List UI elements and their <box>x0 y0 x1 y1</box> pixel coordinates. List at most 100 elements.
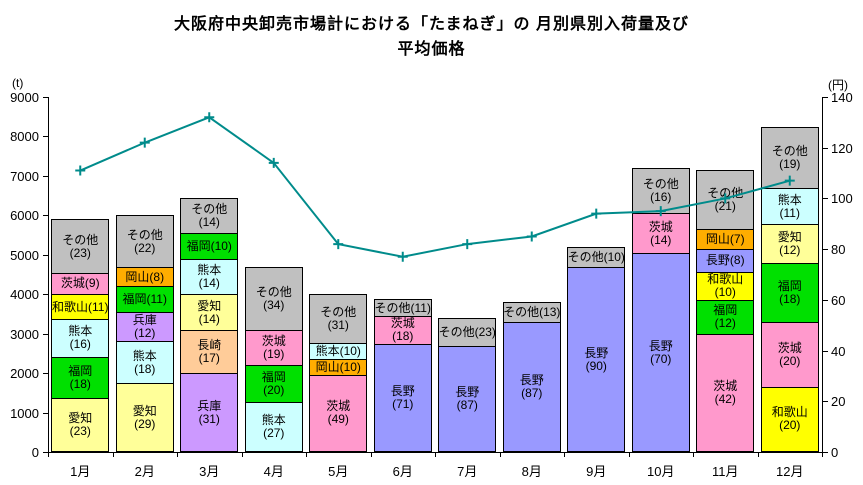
price-point-marker <box>268 157 279 168</box>
bar-segment-label: (12) <box>714 316 736 331</box>
left-axis-line <box>48 97 49 452</box>
x-axis-tick <box>629 453 630 457</box>
bar-segment-label: (29) <box>134 416 156 431</box>
stacked-bar-9月: 長野 (90) その他(10) <box>567 246 626 452</box>
bar-segment-label: (27) <box>263 425 285 440</box>
x-axis-category-label: 3月 <box>199 464 220 479</box>
bar-segment-長野: 長野(8) <box>696 248 755 272</box>
right-axis-line <box>822 97 823 452</box>
right-axis-tick <box>823 452 828 453</box>
bar-segment-label: (16) <box>69 337 91 352</box>
bar-segment-label: (18) <box>392 329 414 344</box>
x-axis-category-label: 11月 <box>712 464 739 479</box>
bar-segment-愛知: 愛知 (14) <box>180 294 239 330</box>
price-point-marker <box>75 165 86 176</box>
left-axis-tick-label: 7000 <box>10 168 39 184</box>
stacked-bar-4月: 熊本 (27) 福岡 (20) 茨城 (19) その他 (34) <box>244 266 303 452</box>
right-axis-tick-label: 40 <box>831 343 846 359</box>
x-axis-category-label: 12月 <box>776 464 804 479</box>
bar-segment-label: (34) <box>263 297 285 312</box>
bar-segment-熊本: 熊本 (16) <box>51 319 110 357</box>
bar-segment-label: 和歌山(11) <box>52 299 109 314</box>
bar-segment-label: 長野 <box>455 384 480 399</box>
bar-segment-label: 福岡(11) <box>122 292 167 307</box>
chart-title: 大阪府中央卸売市場計における「たまねぎ」の 月別県別入荷量及び 平均価格 <box>0 12 863 62</box>
bar-segment-愛知: 愛知 (29) <box>115 383 174 452</box>
bar-segment-label: (16) <box>650 190 672 205</box>
bar-segment-label: 熊本 <box>68 324 93 339</box>
left-axis-tick <box>43 294 48 296</box>
price-point-marker <box>397 251 408 262</box>
bar-segment-その他: その他 (21) <box>696 169 755 230</box>
bar-segment-その他: その他 (34) <box>244 266 303 330</box>
x-axis-category-label: 10月 <box>647 464 675 479</box>
x-axis-tick <box>113 453 114 457</box>
bar-segment-その他: その他(13) <box>502 302 561 322</box>
bar-segment-その他: その他(11) <box>373 299 432 317</box>
bar-segment-その他: その他 (22) <box>115 215 174 268</box>
left-axis-tick <box>43 254 48 256</box>
bar-segment-兵庫: 兵庫 (12) <box>115 312 174 341</box>
stacked-bar-12月: 和歌山 (20) 茨城 (20) 福岡 (18) 愛知 (12) 熊本 (11) その他 (19) <box>760 126 819 452</box>
bar-segment-label: その他(23) <box>438 324 496 339</box>
left-axis-unit-label: (t) <box>12 76 24 90</box>
bar-segment-label: 長野 <box>648 338 673 353</box>
x-axis-tick <box>822 453 823 457</box>
bar-segment-和歌山: 和歌山 (20) <box>760 386 819 452</box>
price-point-marker <box>333 239 344 250</box>
price-point-marker <box>591 208 602 219</box>
bar-segment-label: 長崎 <box>197 338 222 352</box>
bar-segment-label: その他 <box>320 305 357 320</box>
bar-segment-茨城: 茨城 (20) <box>760 321 819 387</box>
right-axis-tick <box>823 401 828 403</box>
bar-segment-label: 岡山(10) <box>315 359 361 374</box>
bar-segment-label: (20) <box>779 353 801 368</box>
bar-segment-label: 愛知 <box>132 403 157 418</box>
bar-segment-label: 福岡 <box>68 364 93 379</box>
bar-segment-label: その他(11) <box>374 300 431 315</box>
bar-segment-label: (18) <box>69 377 91 392</box>
left-axis-tick-label: 9000 <box>10 90 39 105</box>
price-point-marker <box>526 231 537 242</box>
left-axis-tick <box>43 136 48 138</box>
bar-segment-label: (18) <box>134 361 156 376</box>
right-axis-tick <box>823 198 828 200</box>
bar-segment-label: (42) <box>714 391 736 406</box>
bar-segment-和歌山: 和歌山 (10) <box>696 271 755 300</box>
bar-segment-その他: その他(23) <box>438 317 497 346</box>
x-axis-category-label: 8月 <box>521 464 542 479</box>
bar-segment-長野: 長野 (87) <box>438 345 497 452</box>
price-point-marker <box>139 137 150 148</box>
bar-segment-label: (19) <box>779 156 801 171</box>
left-axis-tick <box>43 97 48 98</box>
bar-segment-label: (23) <box>69 245 91 260</box>
bar-segment-label: (14) <box>198 214 220 229</box>
bar-segment-福岡: 福岡 (18) <box>760 263 819 322</box>
bar-segment-その他: その他(23) <box>51 219 110 273</box>
bar-segment-熊本: 熊本 (27) <box>244 401 303 452</box>
bar-segment-label: 兵庫 <box>132 313 157 328</box>
stacked-bar-5月: 茨城 (49) 岡山(10) 熊本(10) その他 (31) <box>309 294 368 452</box>
stacked-bar-6月: 長野 (71) 茨城 (18) その他(11) <box>373 299 432 452</box>
bar-segment-label: 茨城 <box>713 378 738 393</box>
bar-segment-label: (20) <box>779 418 801 433</box>
bar-segment-label: 長野 <box>390 383 415 398</box>
bar-segment-愛知: 愛知 (23) <box>51 398 110 452</box>
left-axis-tick <box>43 215 48 217</box>
bar-segment-愛知: 愛知 (12) <box>760 224 819 264</box>
left-axis-tick-label: 2000 <box>10 366 39 382</box>
bar-segment-label: 茨城 <box>390 316 415 331</box>
x-axis-category-label: 7月 <box>457 464 478 479</box>
bar-segment-label: (23) <box>69 424 91 439</box>
bar-segment-label: 岡山(8) <box>125 269 165 284</box>
bar-segment-label: その他 <box>62 232 99 247</box>
bar-segment-label: その他 <box>126 227 163 242</box>
left-axis-tick-label: 0 <box>31 445 39 460</box>
bar-segment-熊本: 熊本 (18) <box>115 340 174 384</box>
bar-segment-長崎: 長崎 (17) <box>180 329 239 374</box>
x-axis-tick <box>564 453 565 457</box>
bar-segment-label: 和歌山 <box>771 405 808 420</box>
bar-segment-岡山: 岡山(10) <box>309 358 368 375</box>
bar-segment-label: (20) <box>263 382 285 397</box>
